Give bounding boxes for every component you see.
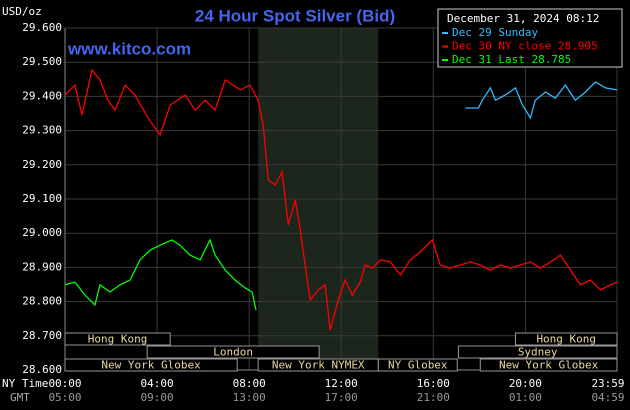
x-tick-label-gmt: 17:00 xyxy=(325,391,358,404)
session-label: Sydney xyxy=(518,346,558,359)
legend-box xyxy=(437,8,623,68)
y-tick-label: 29.600 xyxy=(22,21,62,34)
plot-area xyxy=(64,27,618,371)
x-tick-label: 04:00 xyxy=(141,377,174,390)
y-tick-label: 29.500 xyxy=(22,55,62,68)
y-tick-label: 29.200 xyxy=(22,158,62,171)
session-box xyxy=(146,345,320,359)
session-label: London xyxy=(213,346,253,359)
x-tick-label: 08:00 xyxy=(233,377,266,390)
time-zone-label: NY Time xyxy=(2,377,48,390)
session-label: Hong Kong xyxy=(88,333,148,346)
x-tick-label-gmt: 21:00 xyxy=(417,391,450,404)
chart-title: 24 Hour Spot Silver (Bid) xyxy=(195,6,395,25)
y-tick-label: 28.800 xyxy=(22,295,62,308)
x-tick-label: 16:00 xyxy=(417,377,450,390)
series-line xyxy=(465,81,618,120)
x-tick-label-gmt: 01:00 xyxy=(509,391,542,404)
x-tick-label: 23:59 xyxy=(591,377,624,390)
session-box xyxy=(64,332,171,346)
time-zone-label: GMT xyxy=(10,391,30,404)
y-tick-label: 29.400 xyxy=(22,89,62,102)
x-tick-label-gmt: 05:00 xyxy=(48,391,81,404)
series-line xyxy=(64,238,257,311)
session-box xyxy=(64,358,238,372)
legend-label: Dec 30 NY close 28.905 xyxy=(452,40,598,53)
session-box xyxy=(377,358,458,372)
session-box xyxy=(457,345,618,359)
x-tick-label: 12:00 xyxy=(325,377,358,390)
x-tick-label-gmt: 13:00 xyxy=(233,391,266,404)
y-tick-label: 29.300 xyxy=(22,124,62,137)
legend-label: Dec 31 Last 28.785 xyxy=(452,53,571,66)
legend-label: Dec 29 Sunday xyxy=(452,26,538,39)
y-unit: USD/oz xyxy=(2,5,42,18)
x-tick-label: 00:00 xyxy=(48,377,81,390)
session-label: New York Globex xyxy=(499,359,599,372)
timestamp: December 31, 2024 08:12 xyxy=(447,12,599,25)
session-box xyxy=(479,358,618,372)
y-tick-label: 28.600 xyxy=(22,363,62,376)
website: www.kitco.com xyxy=(67,39,191,58)
session-label: NY Globex xyxy=(388,359,448,372)
x-tick-label-gmt: 09:00 xyxy=(141,391,174,404)
y-tick-label: 28.700 xyxy=(22,329,62,342)
x-tick-label: 20:00 xyxy=(509,377,542,390)
y-tick-label: 29.000 xyxy=(22,226,62,239)
session-label: Hong Kong xyxy=(536,333,596,346)
series-line xyxy=(64,68,618,331)
session-label: New York Globex xyxy=(101,359,201,372)
y-tick-label: 28.900 xyxy=(22,260,62,273)
x-tick-label-gmt: 04:59 xyxy=(591,391,624,404)
y-tick-label: 29.100 xyxy=(22,192,62,205)
session-label: New York NYMEX xyxy=(272,359,365,372)
session-box xyxy=(514,332,618,346)
